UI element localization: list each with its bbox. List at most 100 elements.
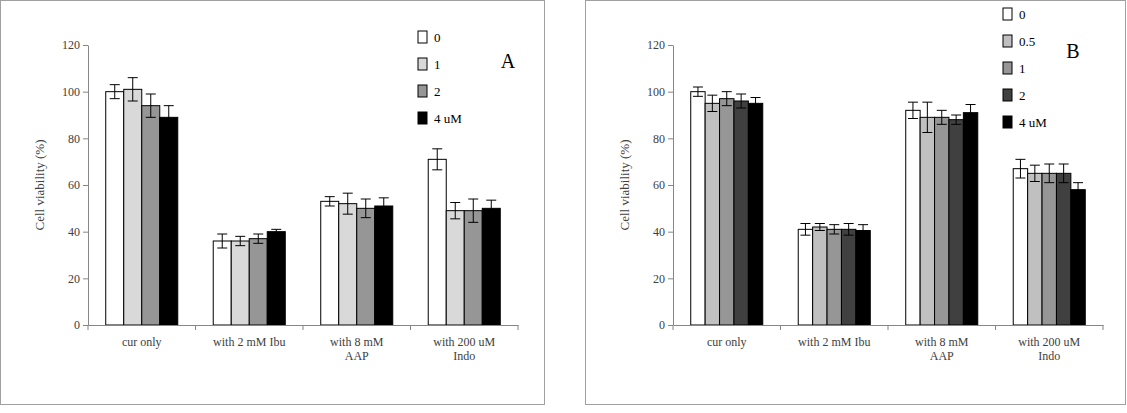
series bbox=[106, 85, 447, 325]
error-bar-stem bbox=[712, 95, 713, 111]
legend-label: 2 bbox=[1019, 88, 1026, 103]
legend-label: 0 bbox=[1019, 7, 1026, 22]
bar bbox=[906, 110, 920, 325]
legend-swatch bbox=[1003, 35, 1012, 47]
error-bar-cap bbox=[951, 115, 961, 116]
bar bbox=[963, 113, 977, 325]
y-axis-line bbox=[88, 46, 89, 326]
legend-item: 4 uM bbox=[418, 111, 462, 126]
y-tick-label: 80 bbox=[68, 132, 80, 146]
legend-item: 0.5 bbox=[1003, 34, 1035, 49]
y-tick: 80 bbox=[653, 132, 673, 146]
y-tick-label: 0 bbox=[74, 318, 80, 332]
error-bar-stem bbox=[1063, 164, 1064, 183]
error-bar bbox=[146, 94, 156, 117]
legend-label: 4 uM bbox=[1019, 115, 1047, 130]
x-tick: with 8 mMAAP bbox=[915, 325, 969, 363]
x-tick: cur only bbox=[122, 325, 162, 349]
bar bbox=[827, 229, 841, 325]
error-bar bbox=[1073, 183, 1083, 197]
error-bar bbox=[736, 94, 746, 108]
error-bar-cap bbox=[1015, 159, 1025, 160]
error-bar-stem bbox=[1034, 165, 1035, 181]
x-tick-label-line: cur only bbox=[707, 335, 747, 349]
panel-frame bbox=[1, 1, 545, 405]
y-tick-mark bbox=[83, 45, 88, 46]
error-bar-cap bbox=[858, 236, 868, 237]
error-bar-stem bbox=[1078, 183, 1079, 197]
y-tick-mark bbox=[83, 325, 88, 326]
error-bar-cap bbox=[1059, 182, 1069, 183]
bar bbox=[124, 89, 142, 325]
panel: 020406080100120cur onlywith 2 mM Ibuwith… bbox=[1, 1, 545, 405]
error-bar bbox=[432, 149, 442, 170]
series bbox=[734, 94, 1071, 325]
error-bar bbox=[908, 102, 918, 118]
error-bar bbox=[325, 197, 335, 206]
bar bbox=[267, 232, 285, 325]
x-tick-label: cur only bbox=[122, 335, 162, 349]
error-bar-cap bbox=[343, 214, 353, 215]
y-tick-label: 80 bbox=[653, 132, 665, 146]
y-tick: 20 bbox=[68, 272, 88, 286]
bar bbox=[160, 117, 178, 325]
error-bar-cap bbox=[1059, 164, 1069, 165]
error-bar bbox=[844, 224, 854, 236]
x-separator bbox=[995, 325, 996, 330]
panel-label: A bbox=[501, 50, 516, 72]
y-tick: 120 bbox=[62, 38, 88, 52]
error-bar bbox=[937, 110, 947, 124]
error-bar-cap bbox=[722, 105, 732, 106]
error-bar-cap bbox=[379, 197, 389, 198]
legend-swatch bbox=[1003, 8, 1012, 20]
error-bar-cap bbox=[829, 224, 839, 225]
legend-item: 0 bbox=[1003, 7, 1026, 22]
bar bbox=[813, 227, 827, 325]
error-bar-cap bbox=[922, 132, 932, 133]
y-tick-mark bbox=[668, 138, 673, 139]
error-bar bbox=[693, 87, 703, 96]
bar bbox=[1028, 173, 1042, 325]
y-tick-mark bbox=[668, 278, 673, 279]
panel: 020406080100120cur onlywith 2 mM Ibuwith… bbox=[586, 1, 1126, 405]
error-bar-cap bbox=[1030, 181, 1040, 182]
bar bbox=[705, 103, 719, 325]
y-tick: 0 bbox=[74, 318, 88, 332]
error-bar-cap bbox=[486, 200, 496, 201]
error-bar-stem bbox=[258, 234, 259, 243]
error-bar-cap bbox=[707, 111, 717, 112]
x-tick: with 2 mM Ibu bbox=[798, 325, 870, 349]
x-separator bbox=[1103, 325, 1104, 330]
marks bbox=[691, 87, 1086, 325]
y-tick: 60 bbox=[68, 178, 88, 192]
error-bar-cap bbox=[1015, 178, 1025, 179]
y-tick: 40 bbox=[653, 225, 673, 239]
error-bar bbox=[235, 236, 245, 245]
error-bar bbox=[722, 92, 732, 106]
bar bbox=[856, 231, 870, 326]
legend-swatch bbox=[418, 58, 427, 70]
error-bar-stem bbox=[347, 193, 348, 214]
x-separator bbox=[410, 325, 411, 330]
error-bar-cap bbox=[361, 199, 371, 200]
x-tick-label-line: with 2 mM Ibu bbox=[798, 335, 870, 349]
x-tick: with 200 uMIndo bbox=[1018, 325, 1080, 363]
x-tick-label-line: with 200 uM bbox=[1018, 335, 1080, 349]
series bbox=[748, 98, 1085, 326]
x-tick-label-line: AAP bbox=[345, 349, 369, 363]
x-separator bbox=[88, 325, 89, 330]
error-bar-cap bbox=[217, 234, 227, 235]
error-bar-stem bbox=[848, 224, 849, 236]
error-bar-stem bbox=[276, 229, 277, 234]
error-bar-stem bbox=[222, 234, 223, 248]
error-bar-stem bbox=[150, 94, 151, 117]
bar bbox=[920, 117, 934, 325]
error-bar-cap bbox=[146, 117, 156, 118]
error-bar-cap bbox=[146, 94, 156, 95]
bar bbox=[231, 241, 249, 325]
bar bbox=[949, 120, 963, 325]
error-bar-cap bbox=[217, 248, 227, 249]
error-bar-cap bbox=[1073, 196, 1083, 197]
error-bar-stem bbox=[697, 87, 698, 96]
y-tick-label: 40 bbox=[68, 225, 80, 239]
